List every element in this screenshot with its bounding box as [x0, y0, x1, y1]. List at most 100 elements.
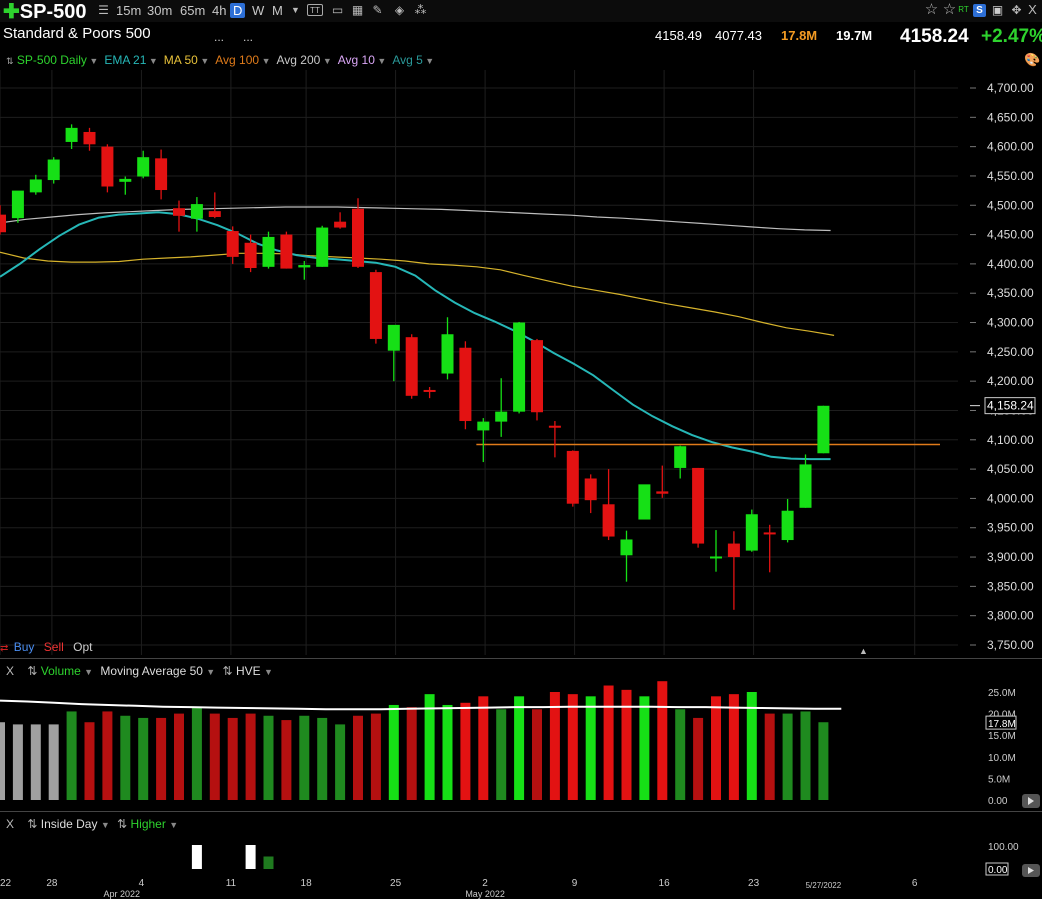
inside-day-label[interactable]: Inside Day: [40, 817, 98, 831]
s-icon[interactable]: S: [973, 4, 986, 17]
list-icon[interactable]: ☰: [98, 3, 109, 17]
volume-bar: [746, 692, 757, 800]
palette-icon[interactable]: 🎨: [1024, 52, 1041, 67]
tab-monthly[interactable]: M: [272, 3, 283, 18]
chevron-down-icon[interactable]: ▼: [291, 5, 300, 15]
layers-icon[interactable]: ◈: [394, 3, 405, 17]
opt-button[interactable]: Opt: [73, 640, 93, 654]
candle-body: [602, 504, 615, 537]
volume-sort-icon[interactable]: ⇅: [27, 664, 38, 678]
y-tick-label: 3,950.00: [987, 521, 1034, 535]
symbol-title[interactable]: ✚SP-500: [3, 0, 86, 24]
calculator-icon[interactable]: ▦: [351, 3, 364, 17]
candle-body: [674, 446, 687, 468]
legend-item[interactable]: Avg 10 ▼: [337, 53, 387, 67]
tab-15m[interactable]: 15m: [116, 3, 142, 18]
higher-label[interactable]: Higher: [130, 817, 166, 831]
hve-label[interactable]: HVE: [235, 664, 261, 678]
chevron-down-icon[interactable]: ▼: [100, 820, 110, 830]
y-tick-label: 3,900.00: [987, 550, 1034, 564]
star-icon[interactable]: ☆: [924, 1, 939, 18]
x-tick-label: 16: [659, 878, 671, 889]
y-tick-label: 4,000.00: [987, 491, 1034, 505]
legend-item[interactable]: Avg 5 ▼: [392, 53, 435, 67]
x-tick-label: 9: [572, 878, 578, 889]
volume-bar: [299, 715, 310, 800]
candle-body: [83, 131, 96, 145]
pencil-icon[interactable]: ✎: [372, 3, 383, 17]
trade-icon[interactable]: ⇄: [0, 643, 9, 654]
candle-body: [781, 510, 794, 541]
sort-icon[interactable]: ⇅: [6, 56, 14, 66]
star-outline-icon[interactable]: ☆: [942, 1, 957, 18]
volume-label[interactable]: Volume: [40, 664, 81, 678]
last-price-box: [984, 397, 1036, 415]
dots-1[interactable]: ...: [214, 30, 225, 44]
chevron-down-icon[interactable]: ▼: [259, 56, 271, 66]
legend-item[interactable]: SP-500 Daily ▼: [16, 53, 99, 67]
volume-bar: [532, 709, 542, 800]
higher-sort-icon[interactable]: ⇅: [117, 817, 128, 831]
legend-item[interactable]: Avg 200 ▼: [276, 53, 332, 67]
volume-bar: [263, 715, 274, 800]
chevron-down-icon[interactable]: ▼: [320, 56, 332, 66]
hve-sort-icon[interactable]: ⇅: [222, 664, 233, 678]
legend-item[interactable]: MA 50 ▼: [163, 53, 210, 67]
tab-30m[interactable]: 30m: [147, 3, 173, 18]
chart-type-icon[interactable]: TT: [307, 4, 323, 16]
x-tick-label: 11: [226, 878, 237, 889]
collapse-up-icon[interactable]: ▲: [859, 646, 868, 656]
tab-4h[interactable]: 4h: [212, 3, 227, 18]
chevron-down-icon[interactable]: ▼: [263, 667, 273, 677]
volume-bar: [84, 722, 95, 800]
candle-body: [101, 146, 114, 187]
y-tick-label: 4,700.00: [987, 81, 1034, 95]
chevron-down-icon[interactable]: ▼: [84, 667, 94, 677]
high-value: 4158.49: [655, 28, 702, 43]
candle-body: [298, 265, 311, 268]
candle-body: [710, 556, 722, 559]
move-icon[interactable]: ✥: [1011, 3, 1022, 17]
price-chart[interactable]: 4,700.00 4,650.00 4,600.00 4,550.00 4,500.00…: [0, 70, 1042, 660]
x-tick-label: 6: [912, 878, 918, 889]
chevron-down-icon[interactable]: ▼: [374, 56, 387, 66]
sell-button[interactable]: Sell: [43, 640, 64, 654]
tab-daily[interactable]: D: [230, 3, 246, 18]
volume-close-icon[interactable]: X: [6, 664, 15, 678]
chevron-down-icon[interactable]: ▼: [422, 56, 435, 66]
inside-sort-icon[interactable]: ⇅: [27, 817, 38, 831]
last-price-label: 4,158.24: [987, 399, 1034, 413]
moving-average-label[interactable]: Moving Average 50: [100, 664, 203, 678]
y-tick-label: 3,850.00: [987, 579, 1034, 593]
chevron-down-icon[interactable]: ▼: [197, 56, 210, 66]
dots-2[interactable]: ...: [243, 30, 254, 44]
buy-button[interactable]: Buy: [13, 640, 35, 654]
legend-item[interactable]: EMA 21 ▼: [104, 53, 158, 67]
change-percent: +2.47%: [981, 26, 1042, 47]
volume-bar: [406, 707, 417, 800]
chevron-down-icon[interactable]: ▼: [169, 820, 179, 830]
y-tick-label: 4,450.00: [987, 228, 1034, 242]
tab-weekly[interactable]: W: [252, 3, 265, 18]
share-nodes-icon[interactable]: ⁂: [414, 3, 427, 17]
close-icon[interactable]: X: [1028, 2, 1037, 17]
chevron-down-icon[interactable]: ▼: [206, 667, 216, 677]
y-tick-label: 4,550.00: [987, 169, 1034, 183]
indicator-icon[interactable]: ▭: [331, 3, 344, 17]
add-symbol-icon[interactable]: ✚: [3, 1, 20, 23]
top-toolbar: ✚SP-500 ☰ 15m 30m 65m 4h D W M ▼ TT ▭ ▦ …: [0, 0, 1042, 24]
y-tick-label: 4,600.00: [987, 140, 1034, 154]
candle-body: [620, 539, 633, 556]
legend-item[interactable]: Avg 100 ▼: [215, 53, 271, 67]
inside-close-icon[interactable]: X: [6, 817, 15, 831]
volume-bar: [209, 713, 220, 800]
x-tick-label: Apr 2022: [103, 889, 140, 899]
volume-chart[interactable]: 25.0M 20.0M 15.0M 10.0M 5.0M 0.00 17.8M: [0, 680, 1042, 810]
candle-body: [423, 389, 436, 392]
chevron-down-icon[interactable]: ▼: [146, 56, 158, 66]
rt-icon[interactable]: RT: [958, 5, 969, 14]
save-icon[interactable]: ▣: [991, 3, 1004, 17]
y-tick-label: 4,100.00: [987, 433, 1034, 447]
chevron-down-icon[interactable]: ▼: [86, 56, 99, 66]
tab-65m[interactable]: 65m: [180, 3, 206, 18]
